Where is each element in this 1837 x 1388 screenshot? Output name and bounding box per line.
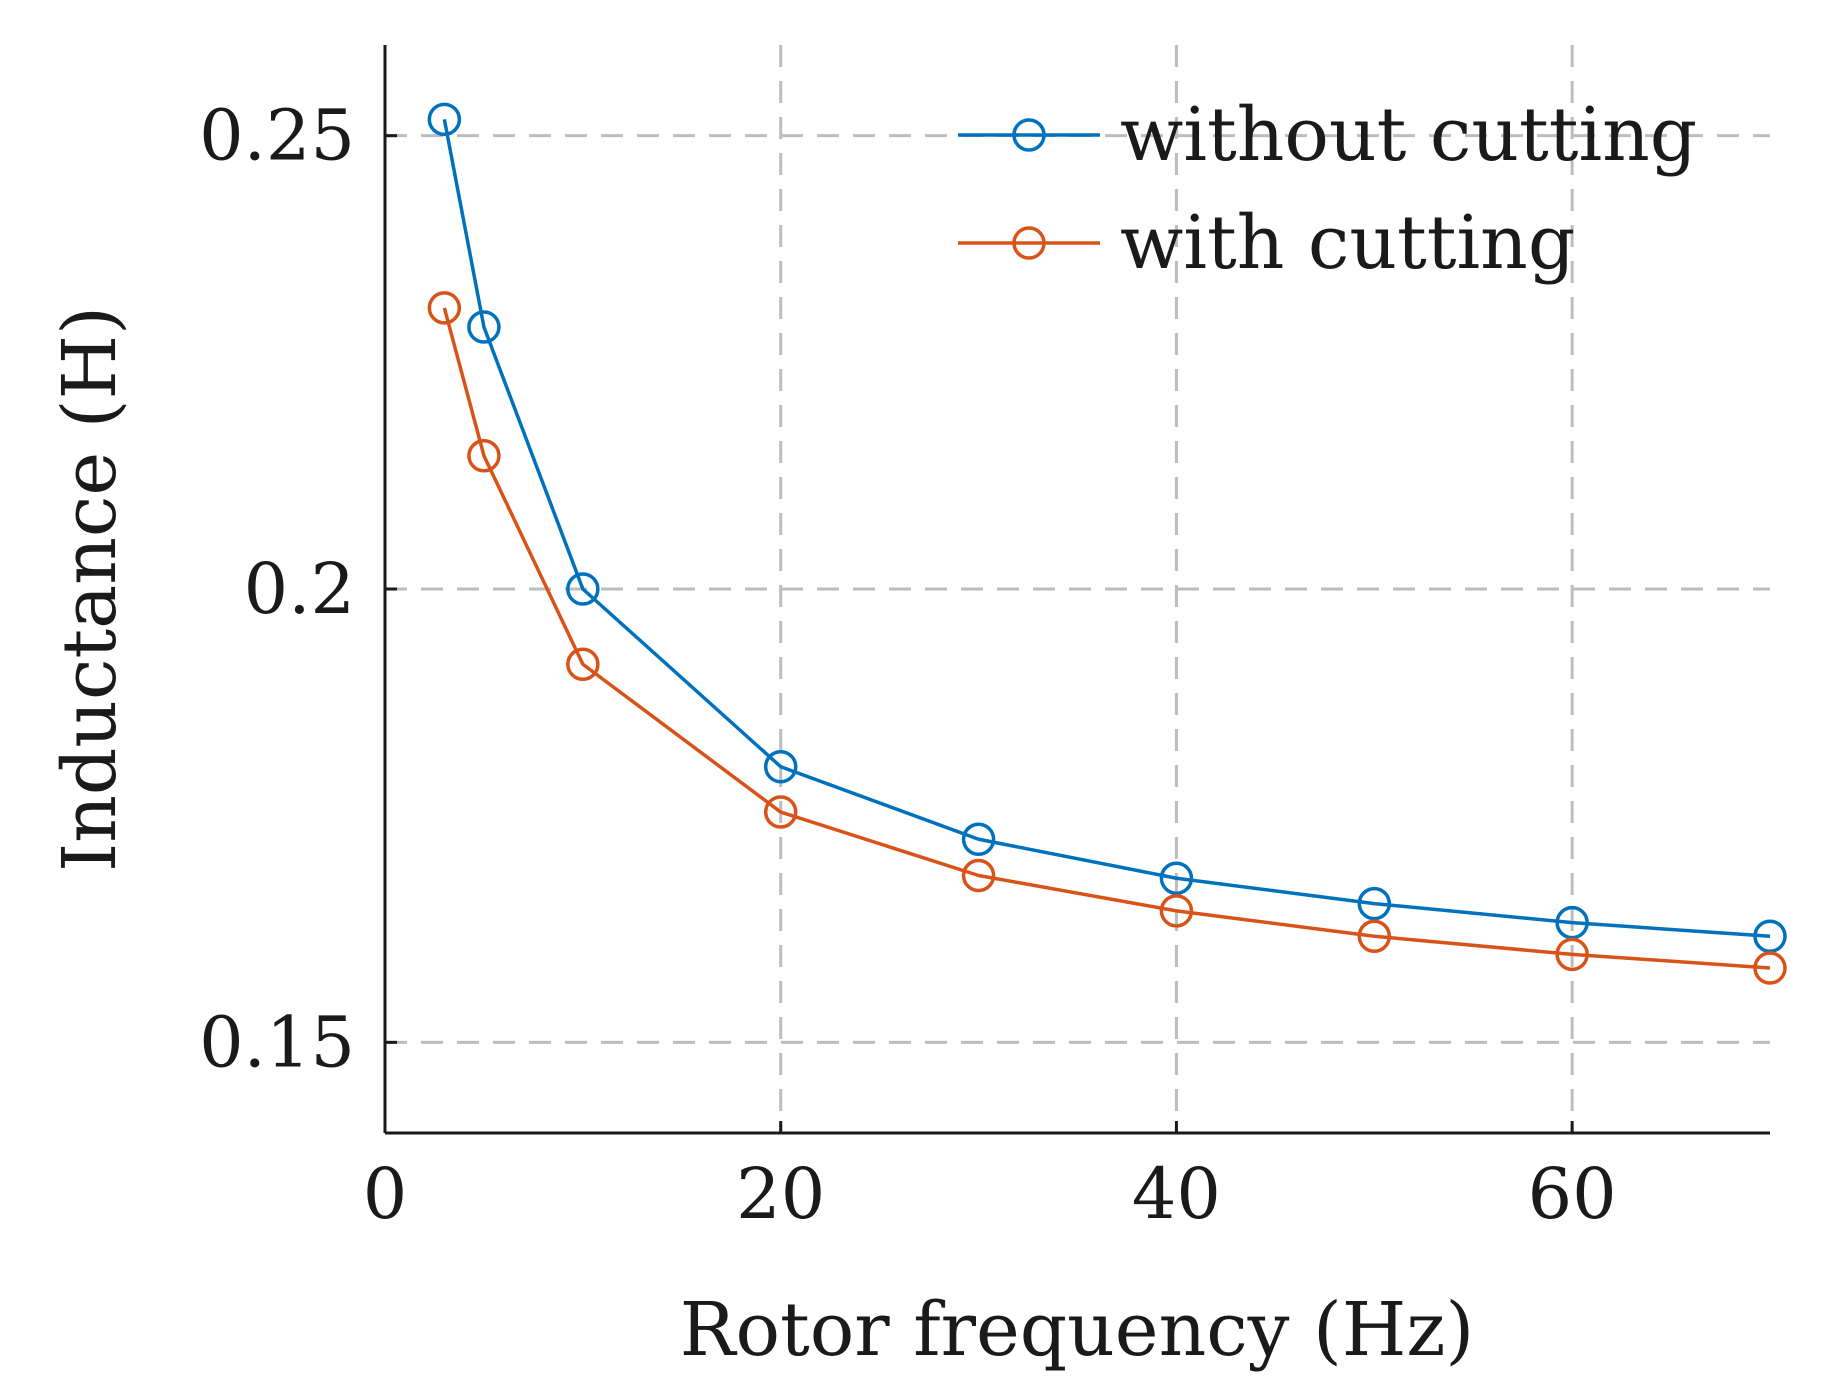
series-line-without-cutting [442,119,1771,938]
y-tick-label: 0.2 [244,548,355,630]
data-point-without-cutting [763,749,798,784]
y-axis-title: Inductance (H) [47,306,133,872]
legend-marker-with-cutting [1012,226,1046,260]
y-tick-label: 0.15 [199,1001,355,1083]
axes: 0 20 40 60 0.15 0.2 0.25 [199,45,1770,1235]
data-point-with-cutting [961,858,996,893]
data-point-with-cutting [1159,894,1194,928]
data-point-without-cutting [1357,886,1392,921]
data-point-without-cutting [961,822,996,856]
x-tick-label: 0 [363,1153,408,1235]
legend-label-without-cutting: without cutting [1120,92,1697,178]
x-axis-title: Rotor frequency (Hz) [680,1287,1475,1373]
data-point-without-cutting [427,102,462,137]
legend: without cutting with cutting [958,92,1697,286]
legend-marker-without-cutting [1012,118,1046,152]
series-line-with-cutting [442,307,1771,970]
data-point-with-cutting [467,438,501,473]
series [427,102,1787,985]
data-point-with-cutting [763,795,798,829]
data-point-with-cutting [427,291,462,325]
data-point-with-cutting [1753,951,1787,985]
data-point-without-cutting [467,310,501,344]
x-tick-label: 20 [736,1153,825,1235]
x-tick-label: 60 [1528,1153,1617,1235]
data-point-with-cutting [1555,937,1589,972]
data-point-without-cutting [1159,861,1194,895]
x-tick-label: 40 [1132,1153,1221,1235]
legend-label-with-cutting: with cutting [1120,200,1575,286]
data-point-with-cutting [1357,919,1392,954]
data-point-without-cutting [566,572,600,606]
data-point-with-cutting [566,647,600,682]
y-tick-label: 0.25 [199,95,355,177]
